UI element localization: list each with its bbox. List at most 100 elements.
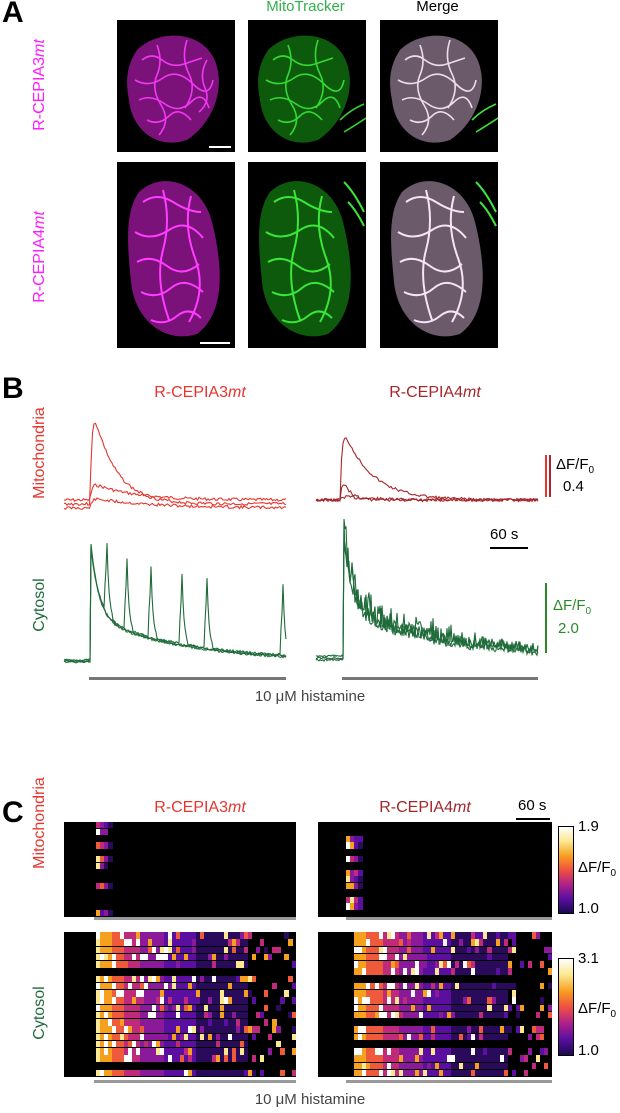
heat-cell [447, 932, 452, 939]
heat-cell [228, 1069, 233, 1077]
heat-cell [272, 953, 277, 961]
heat-cell [100, 828, 105, 835]
heat-cell [422, 990, 428, 997]
heat-cell [104, 1069, 109, 1077]
heat-cell [220, 982, 225, 990]
heat-cell [244, 1069, 249, 1077]
heat-cell [491, 1004, 497, 1012]
heat-cell [108, 975, 113, 983]
heat-cell [116, 946, 121, 954]
heat-cell [382, 1033, 388, 1041]
heat-cell [443, 1033, 448, 1041]
heat-cell [523, 961, 529, 968]
heat-cell [459, 946, 464, 954]
heat-cell [451, 997, 456, 1004]
heat-cell [112, 997, 117, 1004]
heat-cell [491, 946, 497, 954]
heat-cell [212, 997, 217, 1004]
heat-cell [475, 1011, 480, 1019]
heat-cell [116, 997, 121, 1004]
heat-cell [459, 1011, 464, 1019]
heat-cell [426, 932, 432, 939]
heat-cell [370, 1004, 375, 1012]
heat-cell [426, 1069, 432, 1077]
heat-cell [431, 990, 436, 997]
heat-cell [483, 990, 488, 997]
heat-cell [418, 939, 424, 946]
heat-cell [168, 1019, 173, 1026]
heat-cell [244, 946, 249, 954]
heat-cell [236, 1040, 241, 1048]
mito-trace-6 [315, 495, 539, 503]
heat-cell [112, 982, 117, 990]
heat-cell [479, 990, 484, 997]
mito-texture-magenta [127, 35, 219, 143]
heat-cell [176, 1040, 181, 1048]
heat-cell [236, 1069, 241, 1077]
heat-cell [124, 982, 129, 990]
heat-cell [236, 975, 241, 983]
heat-cell [459, 1004, 464, 1012]
heat-cell [236, 1048, 241, 1055]
heat-cell [354, 939, 359, 946]
heat-cell [104, 932, 109, 939]
heat-cell [104, 855, 109, 863]
heat-cell [499, 968, 505, 975]
heat-cell [499, 1062, 505, 1070]
heat-cell [220, 1055, 225, 1062]
heat-cell [248, 990, 253, 997]
heat-cell [124, 939, 129, 946]
heat-cell [499, 961, 505, 968]
heat-cell [188, 997, 193, 1004]
heat-cell [152, 1019, 157, 1026]
heat-cell [224, 997, 229, 1004]
heat-cell [370, 990, 375, 997]
heat-cell [483, 1026, 488, 1033]
heat-cell [160, 990, 165, 997]
heat-cell [144, 1011, 149, 1019]
heat-cell [136, 1055, 141, 1062]
heat-cell [96, 828, 101, 835]
heat-cell [204, 982, 209, 990]
heat-cell [160, 932, 165, 939]
heat-cell [176, 932, 181, 939]
heat-cell [152, 1004, 157, 1012]
heat-cell [268, 953, 273, 961]
heat-cell [128, 1048, 133, 1055]
heat-cell [503, 990, 509, 997]
heat-cell [212, 1048, 217, 1055]
heat-cell [244, 1026, 249, 1033]
heat-cell [220, 975, 225, 983]
heat-cell [431, 1055, 436, 1062]
heat-cell [350, 869, 355, 876]
heat-cell [370, 946, 375, 954]
heat-cell [172, 1069, 177, 1077]
heat-cell [443, 939, 448, 946]
heat-cell [386, 946, 392, 954]
heat-cell [272, 1011, 277, 1019]
heat-cell [406, 946, 412, 954]
heat-cell [184, 1055, 189, 1062]
heat-cell [443, 961, 448, 968]
heat-cell [248, 1033, 253, 1041]
heat-cell [402, 1048, 408, 1055]
heat-cell [539, 997, 545, 1004]
heat-cell [439, 932, 444, 939]
heat-cell [447, 1069, 452, 1077]
cyto-trace-6 [315, 522, 539, 660]
heat-cell [354, 990, 359, 997]
heat-cell [479, 932, 484, 939]
heat-cell [280, 1048, 285, 1055]
heat-cell [459, 939, 464, 946]
heat-cell [378, 1033, 384, 1041]
heat-cell [168, 982, 173, 990]
heat-cell [224, 939, 229, 946]
heat-cell [467, 953, 472, 961]
heat-cell [495, 1048, 501, 1055]
heat-cell [431, 1048, 436, 1055]
heat-cell [479, 946, 484, 954]
heat-cell [358, 1055, 363, 1062]
heat-cell [236, 1019, 241, 1026]
heat-cell [188, 946, 193, 954]
heat-cell [256, 975, 261, 983]
